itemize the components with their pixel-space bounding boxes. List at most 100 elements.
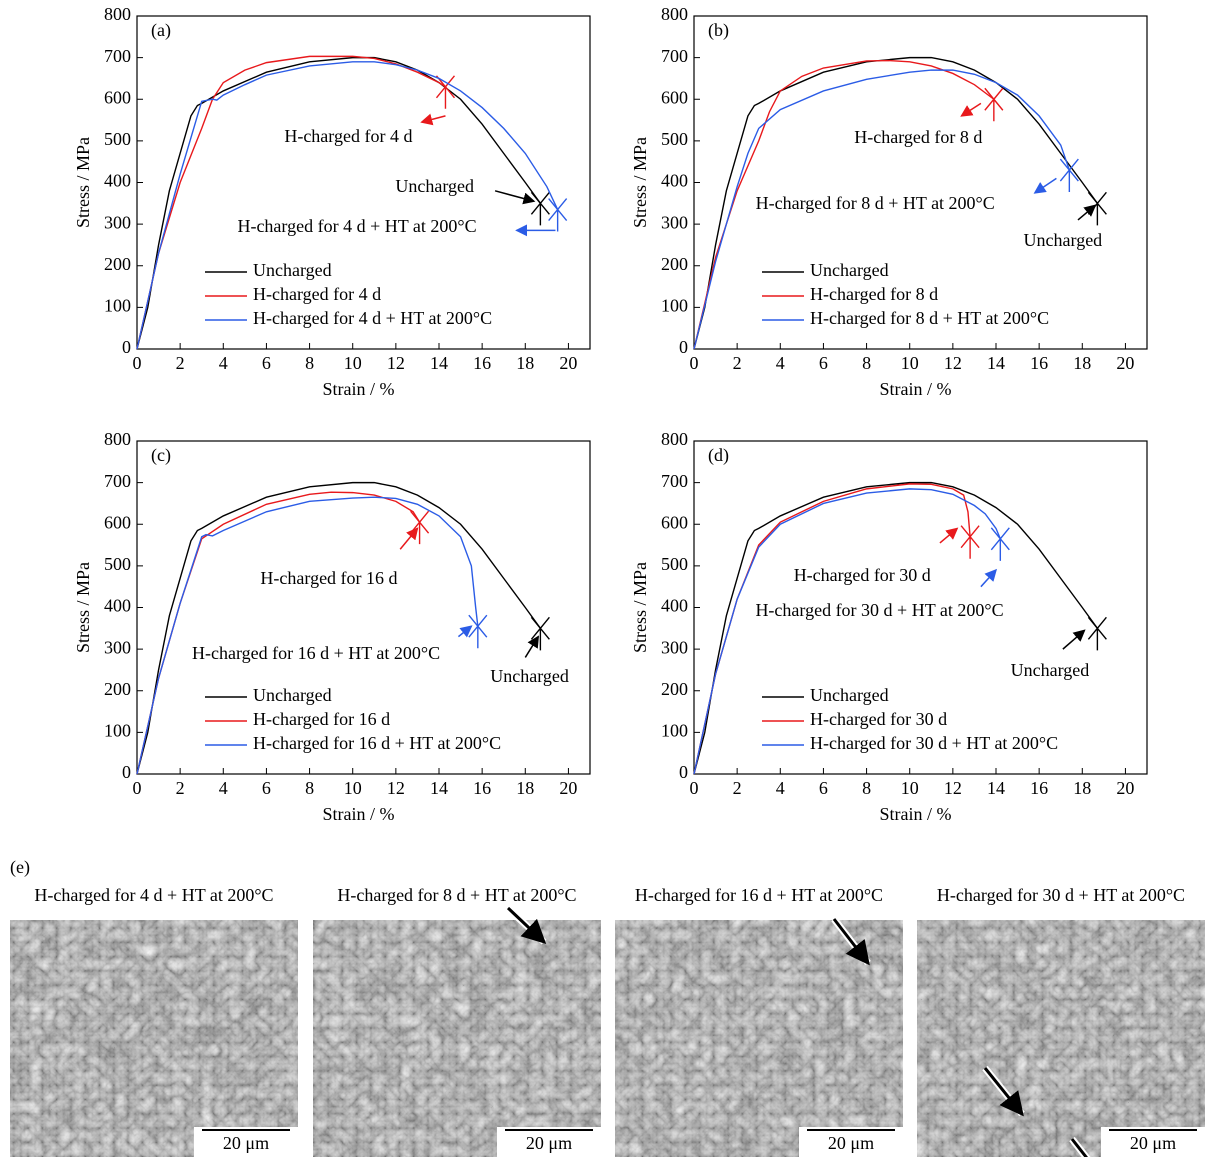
scale-bar-box <box>1101 1127 1205 1157</box>
x-tick-label: 0 <box>133 353 142 373</box>
x-axis-label: Strain / % <box>880 804 952 824</box>
annotation: H-charged for 8 d <box>854 127 982 147</box>
legend-label: Uncharged <box>253 685 332 705</box>
y-tick-label: 300 <box>661 212 688 232</box>
y-tick-label: 100 <box>661 721 688 741</box>
annotation: H-charged for 4 d <box>284 126 412 146</box>
y-tick-label: 700 <box>661 471 688 491</box>
annotation-arrow <box>399 527 419 550</box>
y-tick-label: 200 <box>661 254 688 274</box>
x-tick-label: 2 <box>733 353 742 373</box>
x-tick-label: 16 <box>1030 353 1048 373</box>
legend-label: H-charged for 8 d <box>810 284 938 304</box>
scale-bar-label: 20 μm <box>1130 1133 1176 1153</box>
legend-label: H-charged for 16 d <box>253 709 390 729</box>
x-tick-label: 4 <box>776 353 785 373</box>
x-tick-label: 14 <box>430 353 448 373</box>
legend-label: Uncharged <box>253 260 332 280</box>
x-tick-label: 12 <box>944 778 962 798</box>
x-tick-label: 20 <box>559 353 577 373</box>
legend-label: H-charged for 16 d + HT at 200°C <box>253 733 501 753</box>
annotation-arrow <box>1062 629 1086 650</box>
image-caption: H-charged for 8 d + HT at 200°C <box>337 885 576 905</box>
y-tick-label: 600 <box>661 87 688 107</box>
annotation-arrow <box>524 635 540 658</box>
image-arrow <box>983 1067 1024 1117</box>
annotation: Uncharged <box>1011 660 1090 680</box>
x-tick-label: 18 <box>516 778 534 798</box>
legend-label: H-charged for 30 d <box>810 709 947 729</box>
x-tick-label: 2 <box>176 353 185 373</box>
data-line <box>693 59 995 350</box>
x-tick-label: 18 <box>1073 353 1091 373</box>
legend-label: H-charged for 4 d + HT at 200°C <box>253 308 492 328</box>
y-tick-label: 700 <box>104 471 131 491</box>
y-axis-label: Stress / MPa <box>630 137 650 228</box>
x-axis-label: Strain / % <box>880 379 952 399</box>
y-tick-label: 800 <box>104 4 131 24</box>
sem-image <box>313 920 601 1157</box>
y-tick-label: 500 <box>661 129 688 149</box>
legend-label: H-charged for 8 d + HT at 200°C <box>810 308 1049 328</box>
y-tick-label: 800 <box>661 4 688 24</box>
x-tick-label: 20 <box>1116 778 1134 798</box>
y-tick-label: 700 <box>661 46 688 66</box>
annotation-arrow <box>939 527 959 544</box>
x-tick-label: 8 <box>862 353 871 373</box>
y-axis-label: Stress / MPa <box>73 562 93 653</box>
data-line <box>136 491 421 775</box>
y-tick-label: 100 <box>104 296 131 316</box>
sem-image <box>917 920 1205 1157</box>
x-tick-label: 4 <box>219 353 228 373</box>
legend-label: Uncharged <box>810 685 889 705</box>
x-tick-label: 20 <box>559 778 577 798</box>
x-tick-label: 12 <box>387 353 405 373</box>
x-tick-label: 12 <box>944 353 962 373</box>
annotation: H-charged for 30 d <box>794 565 931 585</box>
x-tick-label: 0 <box>690 778 699 798</box>
x-tick-label: 10 <box>344 353 362 373</box>
x-tick-label: 8 <box>305 778 314 798</box>
annotation: H-charged for 30 d + HT at 200°C <box>755 600 1003 620</box>
scale-bar-box <box>497 1127 601 1157</box>
x-axis-label: Strain / % <box>323 379 395 399</box>
fracture-marker <box>960 525 980 559</box>
x-tick-label: 4 <box>776 778 785 798</box>
panel-label: (c) <box>151 445 171 466</box>
sem-image <box>10 920 298 1157</box>
y-tick-label: 100 <box>104 721 131 741</box>
x-tick-label: 10 <box>344 778 362 798</box>
annotation-arrow <box>494 190 536 205</box>
y-tick-label: 600 <box>661 512 688 532</box>
x-tick-label: 6 <box>262 353 271 373</box>
y-tick-label: 200 <box>104 679 131 699</box>
x-tick-label: 16 <box>473 778 491 798</box>
fracture-marker <box>410 510 430 545</box>
data-line <box>693 483 971 775</box>
x-tick-label: 0 <box>133 778 142 798</box>
y-tick-label: 0 <box>122 337 131 357</box>
x-tick-label: 16 <box>473 353 491 373</box>
image-caption: H-charged for 16 d + HT at 200°C <box>635 885 883 905</box>
x-tick-label: 16 <box>1030 778 1048 798</box>
image-arrow <box>506 906 547 945</box>
y-tick-label: 0 <box>122 762 131 782</box>
y-tick-label: 300 <box>104 637 131 657</box>
x-tick-label: 12 <box>387 778 405 798</box>
annotation: H-charged for 8 d + HT at 200°C <box>756 193 995 213</box>
image-caption: H-charged for 30 d + HT at 200°C <box>937 885 1185 905</box>
data-line <box>693 481 1098 775</box>
y-tick-label: 400 <box>661 596 688 616</box>
panel-label: (e) <box>10 857 30 878</box>
fracture-marker <box>530 191 550 226</box>
panel-label: (a) <box>151 20 171 41</box>
y-tick-label: 700 <box>104 46 131 66</box>
legend-label: Uncharged <box>810 260 889 280</box>
image-caption: H-charged for 4 d + HT at 200°C <box>34 885 273 905</box>
x-axis-label: Strain / % <box>323 804 395 824</box>
data-line <box>693 69 1071 350</box>
fracture-marker <box>548 198 568 232</box>
y-tick-label: 300 <box>104 212 131 232</box>
fracture-marker <box>1087 616 1107 651</box>
